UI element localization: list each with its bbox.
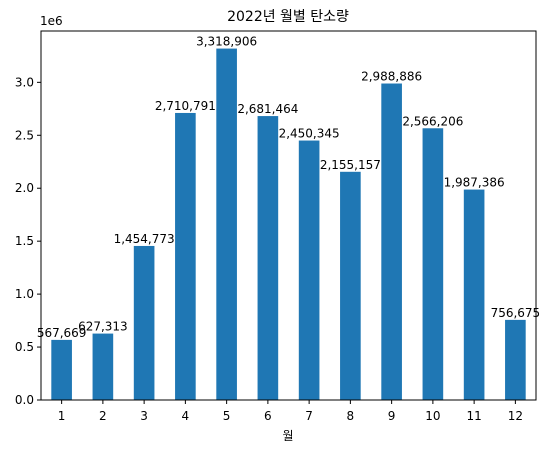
y-tick-label: 0.5 [15,340,34,354]
bar-6 [257,116,279,400]
value-label-7: 2,450,345 [279,127,340,141]
value-label-5: 3,318,906 [196,35,257,49]
y-tick-label: 2.0 [15,181,34,195]
y-tick-label: 3.0 [15,75,34,89]
y-tick-label: 2.5 [15,128,34,142]
x-tick-label: 10 [425,409,440,423]
value-label-6: 2,681,464 [237,102,298,116]
value-label-12: 756,675 [491,306,541,320]
x-tick-label: 6 [264,409,272,423]
value-label-8: 2,155,157 [320,158,381,172]
plot-frame [40,30,537,401]
bar-5 [216,48,237,400]
bar-10 [422,128,444,400]
bar-9 [381,83,402,401]
bar-2 [92,333,114,400]
y-axis-offset-text: 1e6 [40,14,63,28]
value-label-2: 627,313 [78,320,128,334]
y-tick-label: 0.0 [15,393,34,407]
x-tick-label: 8 [347,409,355,423]
x-tick-label: 7 [305,409,313,423]
bar-7 [298,140,320,401]
value-label-9: 2,988,886 [361,70,422,84]
y-tick-label: 1.5 [15,234,34,248]
value-label-10: 2,566,206 [402,114,463,128]
x-tick-label: 1 [58,409,66,423]
x-tick-label: 12 [508,409,523,423]
chart-title: 2022년 월별 탄소량 [227,9,349,25]
value-label-11: 1,987,386 [444,176,505,190]
axes-layer: 0.00.51.01.52.02.53.01 2 3 4 5 6 7 8 9 10 11 12 [15,30,537,423]
x-tick-label: 11 [466,409,481,423]
bar-12 [505,319,526,400]
x-tick-label: 3 [140,409,148,423]
x-tick-label: 9 [388,409,396,423]
x-tick-label: 4 [182,409,190,423]
value-label-1: 567,669 [37,326,87,340]
bar-8 [340,171,361,400]
bars-layer [51,48,526,401]
y-tick-label: 1.0 [15,287,34,301]
x-tick-label: 5 [223,409,231,423]
value-label-4: 2,710,791 [155,99,216,113]
bar-4 [175,112,196,401]
bar-1 [51,339,72,400]
bar-11 [463,189,485,400]
x-axis-label: 월 [282,429,293,443]
bar-3 [133,245,155,400]
value-label-3: 1,454,773 [114,232,175,246]
x-tick-label: 2 [99,409,107,423]
